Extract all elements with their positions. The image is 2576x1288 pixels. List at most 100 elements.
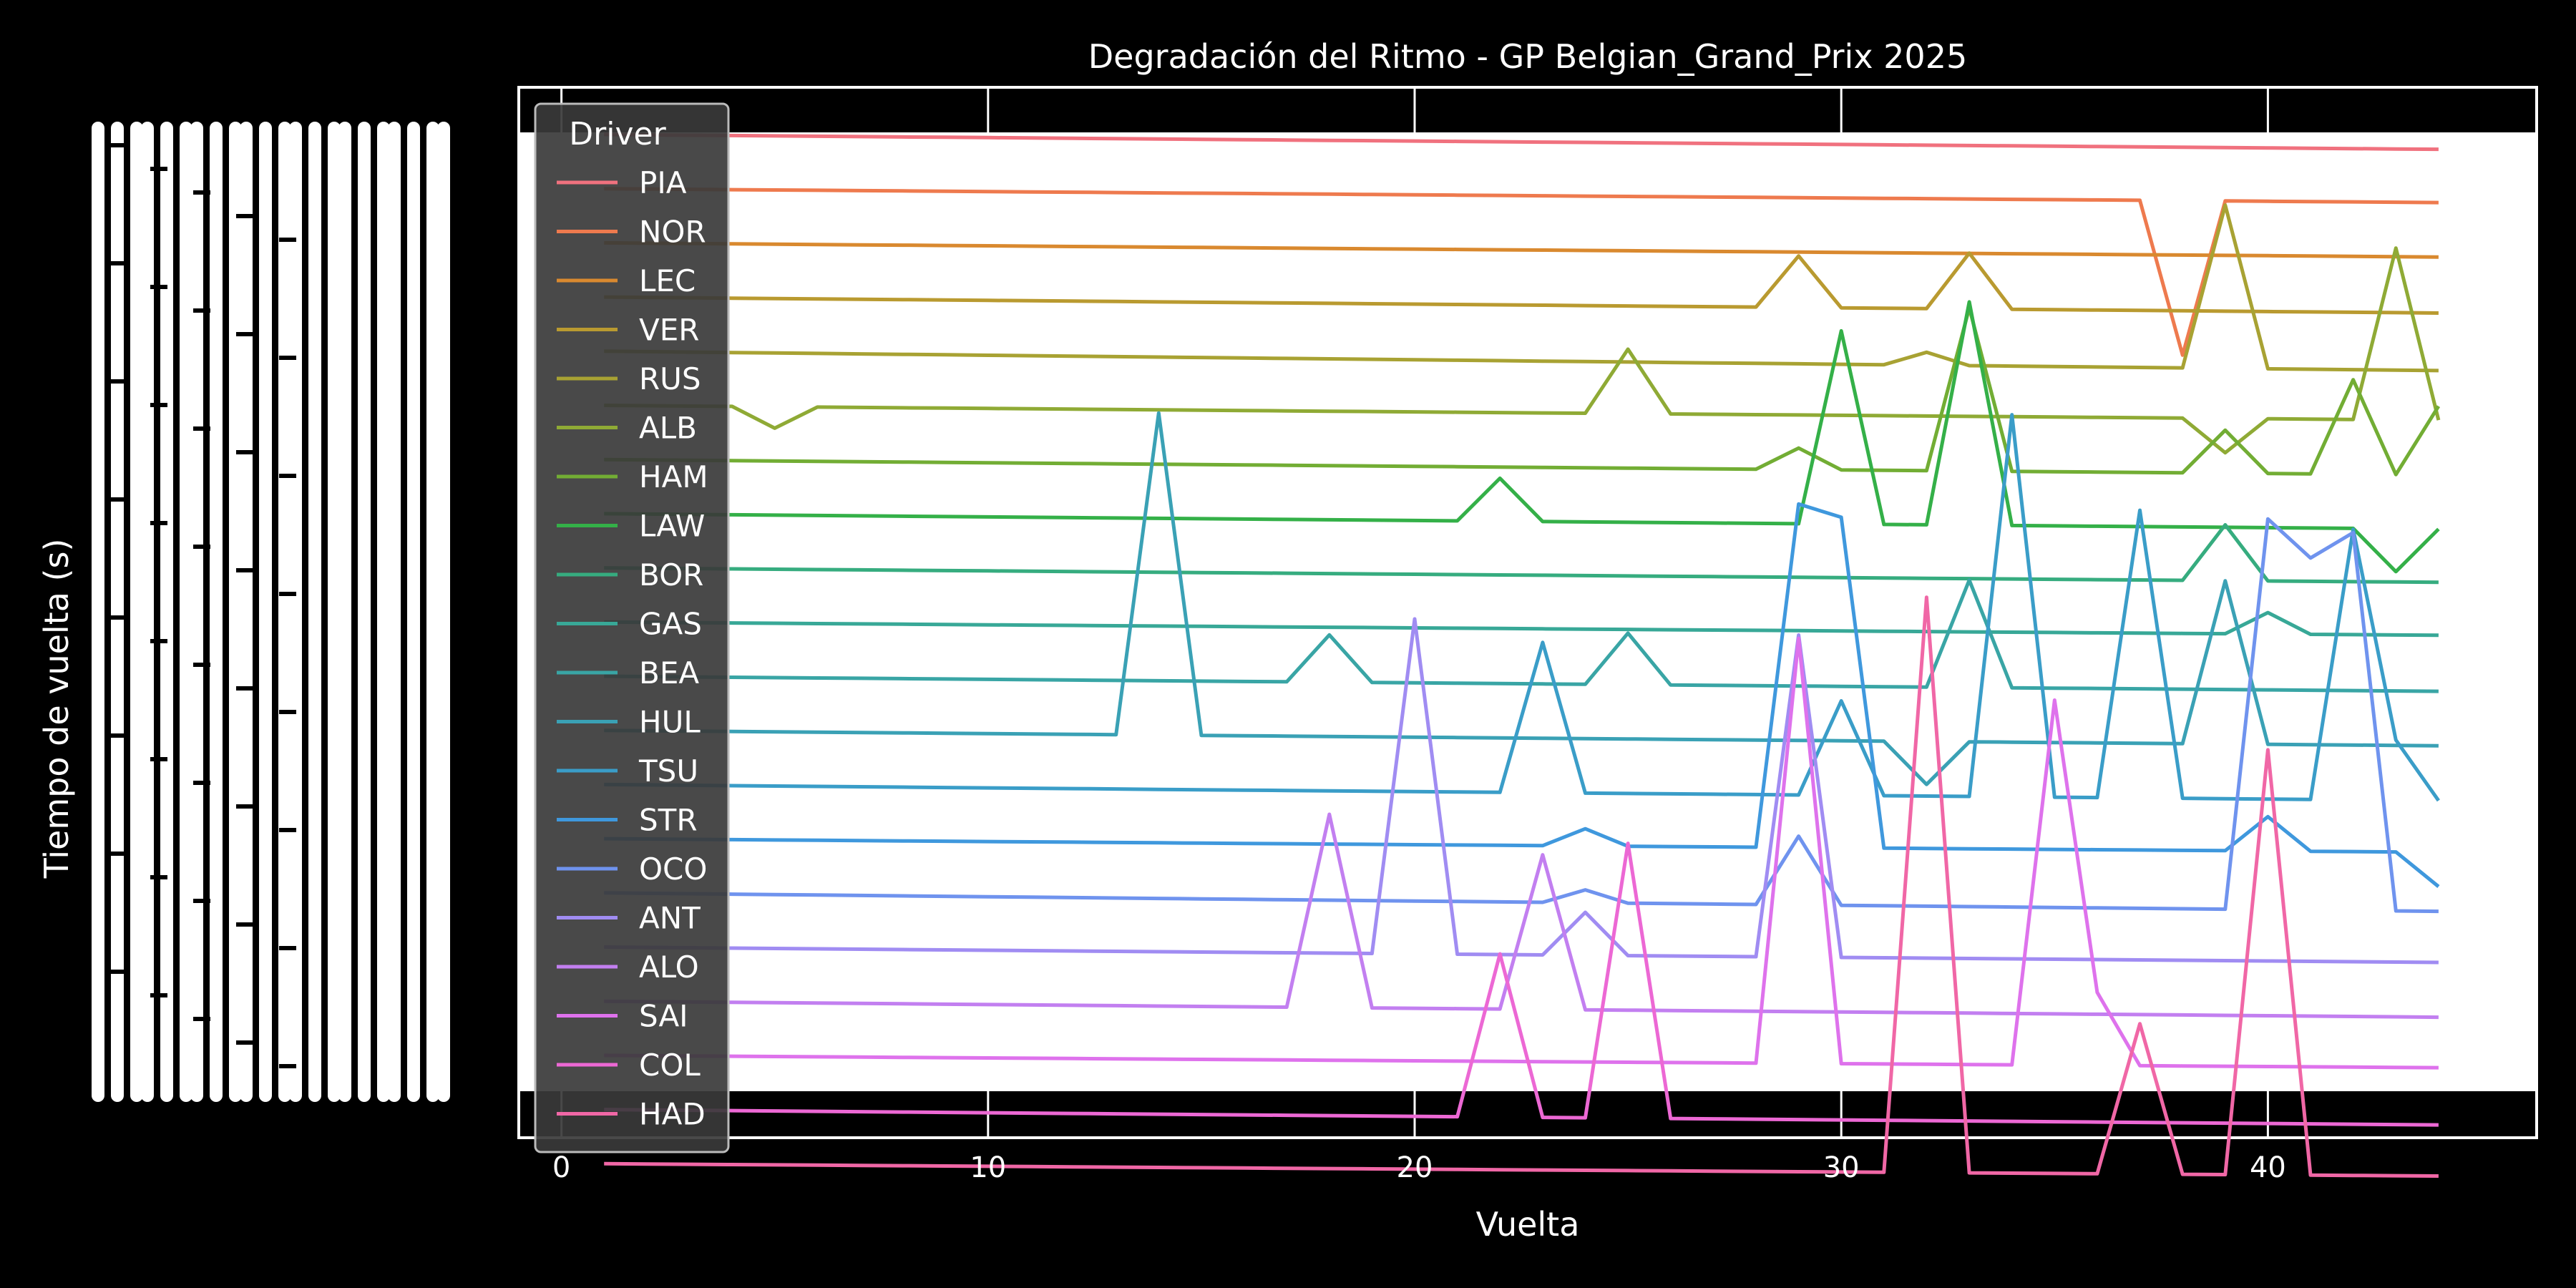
x-tick-label: 40 (2250, 1151, 2286, 1184)
y-tick-artifact (279, 1064, 296, 1068)
legend: Driver PIA NOR LEC VER RUS ALB HAM LAW BOR GAS BEA H… (534, 102, 730, 1153)
y-tick-artifact (150, 285, 167, 289)
y-tick-artifact (92, 122, 104, 1102)
y-tick-artifact (338, 122, 351, 1102)
legend-entry: BOR (639, 557, 703, 592)
y-tick-artifact (279, 828, 296, 832)
x-tick-label: 0 (552, 1151, 570, 1184)
legend-entry: LAW (639, 509, 705, 544)
y-tick-artifact (358, 122, 371, 1102)
y-tick-artifact (426, 122, 439, 1102)
y-tick-artifact (236, 332, 253, 336)
series-line-bea (604, 578, 2439, 693)
series-line-law (604, 300, 2440, 574)
y-tick-artifact (240, 122, 253, 1102)
series-line-ant (604, 617, 2439, 965)
y-tick-artifact (210, 122, 223, 1102)
y-tick-artifact (388, 122, 401, 1102)
legend-entry: ALB (639, 411, 697, 446)
y-tick-artifact (180, 122, 192, 1102)
legend-title: Driver (569, 116, 666, 152)
grid (560, 87, 2269, 1138)
x-ticks: 0 10 20 30 40 (552, 1151, 2286, 1184)
y-tick-artifact (236, 568, 253, 572)
y-tick-artifact (236, 214, 253, 218)
y-tick-artifact (279, 592, 296, 596)
y-tick-artifact (407, 122, 420, 1102)
legend-entry: ANT (639, 901, 701, 936)
y-tick-artifact (107, 261, 125, 265)
y-tick-artifact (107, 615, 125, 620)
y-tick-artifact (107, 497, 125, 502)
legend-entry: PIA (639, 165, 687, 200)
y-tick-artifact (437, 122, 450, 1102)
legend-entry: SAI (639, 999, 688, 1034)
y-tick-artifact (377, 122, 390, 1102)
y-tick-artifact (160, 122, 173, 1102)
series-line-hul (604, 411, 2439, 786)
series-line-rus (604, 203, 2439, 373)
legend-entry: COL (639, 1048, 701, 1083)
y-tick-artifact (236, 450, 253, 454)
y-tick-artifacts (92, 122, 450, 1102)
y-tick-artifact (193, 663, 210, 667)
y-tick-artifact (279, 946, 296, 950)
series-line-tsu (604, 413, 2440, 802)
y-tick-artifact (107, 733, 125, 738)
series-line-alb (604, 246, 2441, 455)
series-line-col (604, 841, 2439, 1127)
legend-entry: RUS (639, 361, 701, 396)
series-line-oco (604, 517, 2439, 914)
series-line-ver (604, 251, 2439, 315)
series-line-gas (604, 610, 2439, 638)
y-tick-artifact (236, 686, 253, 691)
chart-title: Degradación del Ritmo - GP Belgian_Grand… (1088, 37, 1967, 76)
series-line-lec (604, 240, 2439, 259)
y-tick-artifact (193, 781, 210, 785)
y-tick-artifact (150, 757, 167, 761)
x-tick-label: 20 (1397, 1151, 1433, 1184)
y-tick-artifact (150, 167, 167, 171)
legend-entry: HAM (639, 459, 708, 494)
series-line-ham (604, 306, 2441, 477)
y-tick-artifact (111, 122, 124, 1102)
y-tick-artifact (236, 1040, 253, 1045)
legend-entry: ALO (639, 950, 699, 985)
x-tick-label: 10 (970, 1151, 1006, 1184)
y-tick-artifact (107, 970, 125, 974)
legend-entry: HAD (639, 1097, 706, 1132)
legend-entry: VER (639, 313, 699, 348)
y-tick-artifact (150, 403, 167, 407)
legend-entry: BEA (639, 655, 699, 691)
y-tick-artifact (236, 804, 253, 809)
y-tick-artifact (328, 122, 341, 1102)
y-tick-artifact (130, 122, 143, 1102)
y-tick-artifact (150, 875, 167, 879)
legend-entry: NOR (639, 215, 706, 250)
legend-box (534, 102, 730, 1153)
series-line-nor (604, 187, 2439, 357)
series-line-pia (604, 132, 2439, 152)
y-tick-artifact (259, 122, 272, 1102)
legend-entry: HUL (639, 705, 701, 740)
y-tick-artifact (279, 356, 296, 360)
y-tick-artifact (229, 122, 242, 1102)
x-axis-label: Vuelta (1476, 1205, 1580, 1244)
y-tick-artifact (107, 379, 125, 384)
series-line-bor (604, 523, 2439, 585)
y-tick-artifact (193, 426, 210, 431)
y-tick-artifact (279, 474, 296, 478)
y-tick-artifact (279, 710, 296, 714)
series-line-had (604, 595, 2439, 1178)
y-axis-label: Tiempo de vuelta (s) (37, 539, 76, 879)
series-line-alo (604, 812, 2439, 1020)
y-tick-artifact (150, 993, 167, 997)
y-tick-artifact (190, 122, 203, 1102)
y-tick-artifact (193, 190, 210, 195)
y-tick-artifact (141, 122, 154, 1102)
y-tick-artifact (107, 143, 125, 147)
y-tick-artifact (278, 122, 291, 1102)
legend-entry: STR (639, 803, 698, 838)
series-line-str (604, 502, 2440, 888)
